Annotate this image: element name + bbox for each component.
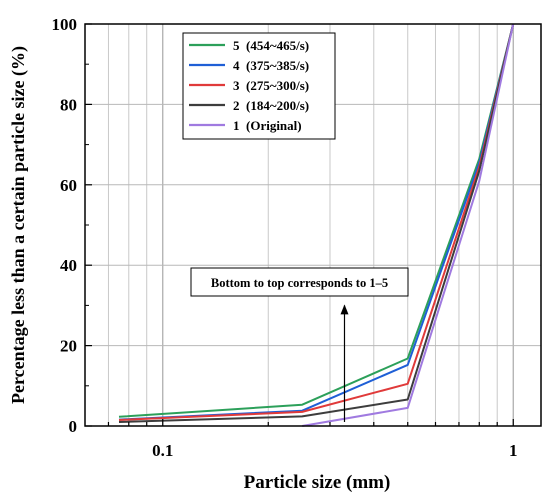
annotation-box — [190, 267, 409, 297]
y-tick-label: 60 — [60, 176, 77, 195]
x-tick-label: 1 — [509, 441, 518, 460]
legend-entry-5: 1 (Original) — [233, 118, 302, 133]
series-lines — [118, 23, 515, 427]
x-axis-label: Particle size (mm) — [244, 472, 391, 493]
legend-entry-2: 4 (375~385/s) — [233, 58, 309, 73]
legend-entry-3: 3 (275~300/s) — [233, 78, 309, 93]
y-tick-label: 0 — [69, 417, 78, 436]
axes: 0.1 1 0 20 40 60 80 100 — [52, 15, 542, 460]
series-line-4 — [118, 23, 515, 423]
series-line-5 — [302, 23, 515, 427]
legend: 5 (454~465/s) 4 (375~385/s) 3 (275~300/s) 2… — [182, 32, 336, 140]
y-axis-label: Percentage less than a certain particle … — [8, 46, 29, 404]
legend-entry-4: 2 (184~200/s) — [233, 98, 309, 113]
annotation: Bottom to top corresponds to 1–5 — [190, 267, 409, 422]
y-tick-label: 100 — [52, 15, 78, 34]
y-tick-label: 80 — [60, 95, 77, 114]
annotation-text: Bottom to top corresponds to 1–5 — [211, 276, 388, 290]
legend-entry-1: 5 (454~465/s) — [233, 38, 309, 53]
y-tick-label: 40 — [60, 256, 77, 275]
y-tick-label: 20 — [60, 337, 77, 356]
x-tick-label: 0.1 — [152, 441, 173, 460]
